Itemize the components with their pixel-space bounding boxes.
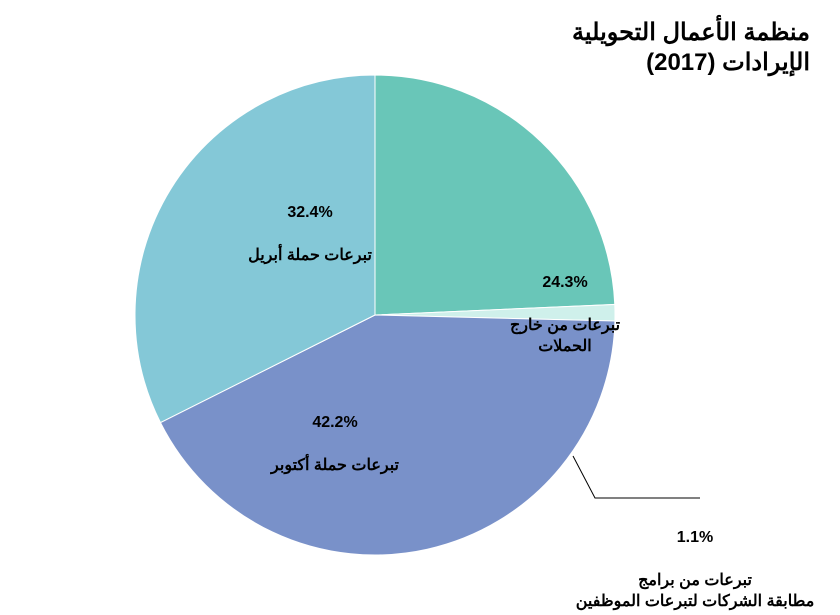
- slice-percent-matching: 1.1%: [677, 529, 713, 546]
- slice-label-outside: 24.3% تبرعات من خارج الحملات: [485, 250, 645, 358]
- slice-name-matching: تبرعات من برامج مطابقة الشركات لتبرعات ا…: [576, 572, 815, 611]
- chart-title: منظمة الأعمال التحويلية الإيرادات (2017): [572, 18, 810, 78]
- slice-percent-outside: 24.3%: [542, 274, 587, 291]
- title-line-1: منظمة الأعمال التحويلية: [572, 18, 810, 48]
- slice-name-october: تبرعات حملة أكتوبر: [271, 457, 399, 474]
- slice-label-april: 32.4% تبرعات حملة أبريل: [200, 180, 420, 266]
- slice-percent-october: 42.2%: [312, 414, 357, 431]
- slice-name-april: تبرعات حملة أبريل: [248, 247, 372, 264]
- chart-stage: منظمة الأعمال التحويلية الإيرادات (2017)…: [0, 0, 840, 615]
- slice-percent-april: 32.4%: [287, 204, 332, 221]
- title-line-2: الإيرادات (2017): [572, 48, 810, 78]
- slice-name-outside: تبرعات من خارج الحملات: [510, 317, 620, 356]
- slice-label-matching: 1.1% تبرعات من برامج مطابقة الشركات لتبر…: [545, 505, 840, 613]
- slice-label-october: 42.2% تبرعات حملة أكتوبر: [225, 390, 445, 476]
